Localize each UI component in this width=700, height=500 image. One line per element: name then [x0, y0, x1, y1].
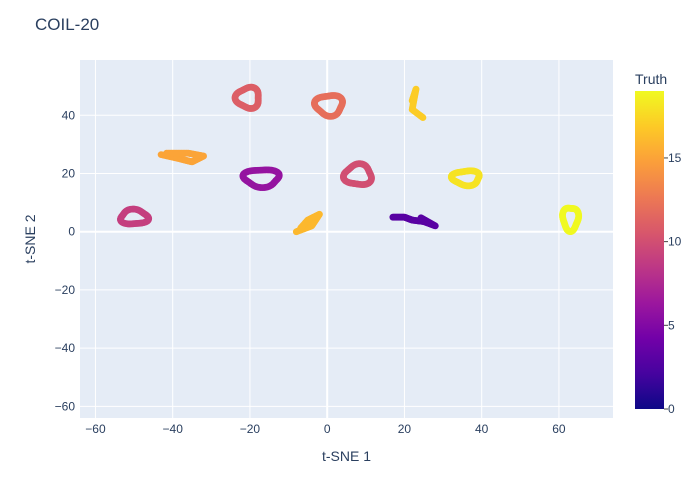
- colorbar-tick-label: 5: [668, 318, 675, 332]
- colorbar-tick-label: 0: [668, 402, 675, 416]
- colorbar-title: Truth: [635, 71, 667, 87]
- colorbar: [635, 91, 664, 409]
- x-tick-label: −60: [85, 422, 106, 436]
- y-tick-label: 20: [62, 167, 76, 181]
- cluster-11: [231, 83, 262, 112]
- colorbar-tick-label: 15: [668, 151, 682, 165]
- data-point: [474, 175, 482, 182]
- y-tick-label: 40: [62, 108, 76, 122]
- scatter-marks: [117, 83, 583, 236]
- data-point: [145, 214, 152, 222]
- y-tick-label: −40: [55, 341, 76, 355]
- data-point: [417, 214, 425, 222]
- colorbar-tick-labels: 0 5 10 15: [664, 151, 682, 416]
- cluster-16: [292, 210, 323, 236]
- cluster-17: [408, 85, 427, 121]
- x-tick-label: 40: [475, 422, 489, 436]
- x-tick-labels: −60 −40 −20 0 20 40 60: [85, 422, 566, 436]
- cluster-15: [157, 149, 207, 166]
- x-tick-label: −20: [240, 422, 261, 436]
- x-axis-title: t-SNE 1: [322, 448, 371, 464]
- x-tick-label: 0: [324, 422, 331, 436]
- cluster-3: [389, 213, 439, 230]
- y-tick-labels: −60 −40 −20 0 20 40: [55, 108, 76, 413]
- data-point: [274, 175, 282, 183]
- y-axis-title: t-SNE 2: [22, 214, 38, 263]
- cluster-19: [559, 204, 583, 236]
- data-point: [163, 149, 171, 157]
- colorbar-tick-label: 10: [668, 235, 682, 249]
- data-point: [254, 95, 262, 103]
- cluster-12: [310, 92, 346, 120]
- x-tick-label: −40: [163, 422, 184, 436]
- cluster-10: [339, 160, 375, 188]
- cluster-6: [239, 166, 283, 192]
- data-point: [367, 172, 375, 180]
- cluster-18: [447, 167, 483, 190]
- grid: [80, 60, 613, 418]
- y-tick-label: 0: [68, 225, 75, 239]
- data-point: [419, 114, 427, 121]
- data-point: [337, 102, 345, 110]
- plot-area: [80, 60, 613, 418]
- x-tick-label: 60: [552, 422, 566, 436]
- chart-title: COIL-20: [35, 15, 99, 34]
- data-point: [574, 216, 582, 224]
- data-point: [297, 224, 305, 232]
- x-tick-label: 20: [398, 422, 412, 436]
- cluster-9: [117, 205, 153, 228]
- y-tick-label: −60: [55, 399, 76, 413]
- y-tick-label: −20: [55, 283, 76, 297]
